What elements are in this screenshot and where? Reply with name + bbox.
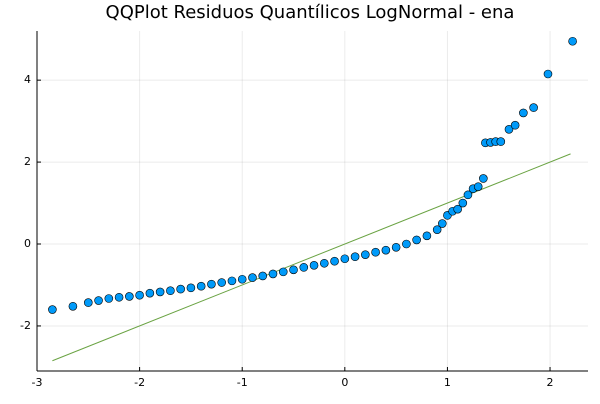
point xyxy=(166,286,175,296)
point xyxy=(155,287,165,297)
point xyxy=(268,269,278,279)
point xyxy=(473,182,483,191)
point xyxy=(258,271,268,281)
point xyxy=(458,198,468,208)
point xyxy=(568,36,577,46)
point xyxy=(381,245,391,255)
point xyxy=(289,265,298,275)
point xyxy=(207,279,216,289)
point xyxy=(350,252,360,262)
point xyxy=(330,256,339,266)
point xyxy=(432,225,442,234)
point xyxy=(145,288,155,298)
point xyxy=(437,219,447,228)
point xyxy=(391,242,401,252)
point xyxy=(176,284,185,294)
point xyxy=(278,267,288,277)
point xyxy=(94,296,103,305)
point xyxy=(543,69,553,79)
point xyxy=(196,281,206,291)
y-tick-label: -2 xyxy=(20,319,31,332)
point xyxy=(453,204,462,214)
y-tick-label: 2 xyxy=(24,155,31,168)
x-tick-label: -3 xyxy=(32,376,43,389)
x-tick-label: 0 xyxy=(341,376,348,389)
point xyxy=(84,298,93,307)
point xyxy=(412,235,421,245)
point xyxy=(217,278,226,287)
point xyxy=(529,103,538,112)
point xyxy=(309,261,319,270)
point xyxy=(114,292,124,302)
point xyxy=(504,125,514,134)
point xyxy=(299,263,309,272)
point xyxy=(479,174,488,183)
point xyxy=(361,250,370,259)
point xyxy=(496,137,506,146)
x-tick-label: -2 xyxy=(134,376,145,389)
point xyxy=(319,258,329,268)
point xyxy=(463,190,473,200)
point xyxy=(510,120,520,130)
point xyxy=(519,108,528,118)
point xyxy=(135,290,144,300)
reference-line xyxy=(52,153,571,362)
point xyxy=(371,247,380,257)
chart-title: QQPlot Residuos Quantílicos LogNormal - … xyxy=(106,2,515,23)
x-tick-label: -1 xyxy=(237,376,248,389)
y-tick-label: 0 xyxy=(24,237,31,250)
point xyxy=(186,283,196,293)
point xyxy=(227,276,237,286)
x-tick-label: 2 xyxy=(547,376,554,389)
point xyxy=(422,231,432,241)
point xyxy=(402,239,411,249)
point xyxy=(48,305,57,314)
point xyxy=(104,294,114,303)
x-tick-label: 1 xyxy=(444,376,451,389)
point xyxy=(125,292,134,301)
point xyxy=(68,301,78,311)
point xyxy=(248,273,257,282)
point xyxy=(340,254,350,264)
point xyxy=(237,274,247,284)
y-tick-label: 4 xyxy=(24,73,31,86)
